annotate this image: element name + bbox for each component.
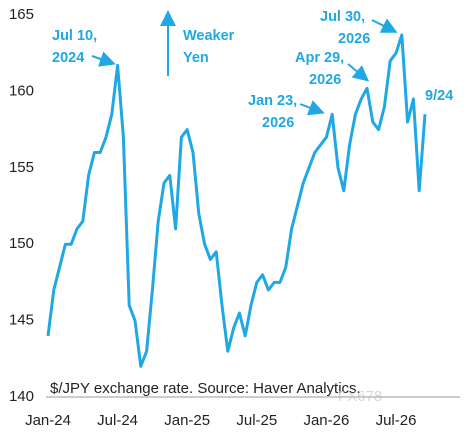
arrow	[371, 18, 398, 33]
y-tick-label: 150	[9, 235, 34, 252]
annotation: 2026	[338, 31, 370, 47]
arrow	[299, 100, 325, 116]
x-tick-label: Jul-25	[236, 412, 277, 429]
arrow	[347, 63, 370, 82]
annotation: Weaker	[183, 28, 235, 44]
y-tick-label: 165	[9, 6, 34, 23]
y-tick-label: 145	[9, 312, 34, 329]
annotation: 2026	[309, 72, 341, 88]
x-tick-label: Jul-24	[97, 412, 138, 429]
x-tick-label: Jul-26	[376, 412, 417, 429]
annotation: Apr 29,	[295, 50, 344, 66]
source-note: $/JPY exchange rate. Source: Haver Analy…	[50, 380, 361, 397]
x-tick-label: Jan-26	[303, 412, 349, 429]
annotation: Yen	[183, 50, 209, 66]
x-tick-label: Jan-24	[25, 412, 71, 429]
annotation: 9/24	[425, 88, 453, 104]
annotation: Jul 10,	[52, 28, 97, 44]
x-tick-label: Jan-25	[164, 412, 210, 429]
y-tick-label: 155	[9, 159, 34, 176]
data-line	[46, 33, 427, 368]
annotation: Jul 30,	[320, 9, 365, 25]
watermark: FX678	[338, 388, 382, 405]
arrow	[91, 51, 116, 67]
y-tick-label: 140	[9, 388, 34, 405]
annotation: 2024	[52, 50, 84, 66]
y-tick-label: 160	[9, 82, 34, 99]
annotation: Jan 23,	[248, 93, 297, 109]
annotation: 2026	[262, 115, 294, 131]
